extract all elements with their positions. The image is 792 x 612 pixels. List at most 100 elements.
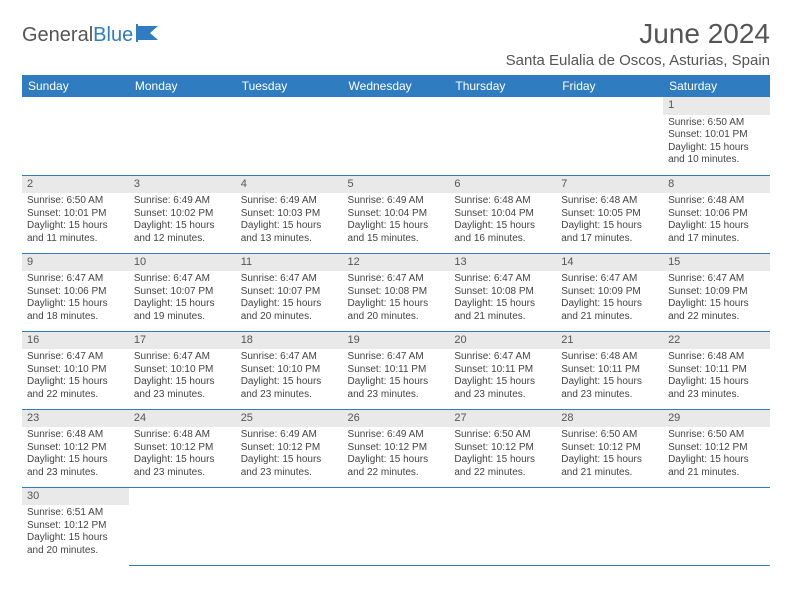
sunrise-text: Sunrise: 6:49 AM [348,429,445,442]
daylight-text: Daylight: 15 hours and 13 minutes. [241,220,338,245]
day-details: Sunrise: 6:47 AMSunset: 10:08 PMDaylight… [449,271,556,327]
daylight-text: Daylight: 15 hours and 20 minutes. [348,298,445,323]
day-details: Sunrise: 6:50 AMSunset: 10:12 PMDaylight… [449,427,556,483]
sunrise-text: Sunrise: 6:50 AM [668,429,765,442]
calendar-empty-cell [129,487,236,565]
sunset-text: Sunset: 10:12 PM [348,442,445,455]
sunset-text: Sunset: 10:03 PM [241,208,338,221]
calendar-day-cell: 29Sunrise: 6:50 AMSunset: 10:12 PMDaylig… [663,409,770,487]
day-number: 17 [129,332,236,350]
day-number: 1 [663,97,770,115]
sunset-text: Sunset: 10:01 PM [27,208,124,221]
daylight-text: Daylight: 15 hours and 23 minutes. [668,376,765,401]
calendar-empty-cell [449,487,556,565]
weekday-header: Tuesday [236,75,343,97]
sunset-text: Sunset: 10:12 PM [668,442,765,455]
day-details: Sunrise: 6:47 AMSunset: 10:09 PMDaylight… [556,271,663,327]
day-details: Sunrise: 6:47 AMSunset: 10:06 PMDaylight… [22,271,129,327]
sunset-text: Sunset: 10:07 PM [134,286,231,299]
day-details: Sunrise: 6:47 AMSunset: 10:09 PMDaylight… [663,271,770,327]
sunset-text: Sunset: 10:12 PM [134,442,231,455]
sunset-text: Sunset: 10:12 PM [27,520,124,533]
daylight-text: Daylight: 15 hours and 23 minutes. [27,454,124,479]
header: GeneralBlue June 2024 Santa Eulalia de O… [22,18,770,69]
day-number: 5 [343,176,450,194]
sunrise-text: Sunrise: 6:48 AM [134,429,231,442]
day-number: 25 [236,410,343,428]
sunset-text: Sunset: 10:10 PM [134,364,231,377]
day-number: 2 [22,176,129,194]
day-number: 14 [556,254,663,272]
sunrise-text: Sunrise: 6:47 AM [27,273,124,286]
sunrise-text: Sunrise: 6:50 AM [27,195,124,208]
calendar-week-row: 2Sunrise: 6:50 AMSunset: 10:01 PM Dayligh… [22,175,770,253]
day-number: 26 [343,410,450,428]
sunset-text: Sunset: 10:09 PM [668,286,765,299]
day-details: Sunrise: 6:47 AMSunset: 10:07 PMDaylight… [236,271,343,327]
daylight-text: Daylight: 15 hours and 20 minutes. [27,532,124,557]
calendar-empty-cell [343,97,450,175]
calendar-empty-cell [663,487,770,565]
sunrise-text: Sunrise: 6:50 AM [668,117,765,130]
day-details: Sunrise: 6:47 AMSunset: 10:11 PMDaylight… [449,349,556,405]
calendar-day-cell: 6Sunrise: 6:48 AMSunset: 10:04 PMDayligh… [449,175,556,253]
daylight-text: Daylight: 15 hours and 23 minutes. [454,376,551,401]
calendar-day-cell: 19Sunrise: 6:47 AMSunset: 10:11 PMDaylig… [343,331,450,409]
day-number: 9 [22,254,129,272]
day-details: Sunrise: 6:47 AMSunset: 10:10 PMDaylight… [129,349,236,405]
sunrise-text: Sunrise: 6:47 AM [134,351,231,364]
day-details: Sunrise: 6:48 AMSunset: 10:04 PMDaylight… [449,193,556,249]
day-details: Sunrise: 6:47 AMSunset: 10:08 PMDaylight… [343,271,450,327]
day-number: 8 [663,176,770,194]
day-number: 12 [343,254,450,272]
calendar-empty-cell [22,97,129,175]
sunset-text: Sunset: 10:09 PM [561,286,658,299]
day-details: Sunrise: 6:48 AMSunset: 10:11 PMDaylight… [663,349,770,405]
day-details: Sunrise: 6:49 AMSunset: 10:02 PMDaylight… [129,193,236,249]
sunset-text: Sunset: 10:11 PM [348,364,445,377]
day-details: Sunrise: 6:47 AMSunset: 10:10 PMDaylight… [22,349,129,405]
title-block: June 2024 Santa Eulalia de Oscos, Asturi… [506,18,770,69]
logo: GeneralBlue [22,18,160,47]
day-details: Sunrise: 6:50 AMSunset: 10:12 PMDaylight… [556,427,663,483]
daylight-text: Daylight: 15 hours and 22 minutes. [454,454,551,479]
sunrise-text: Sunrise: 6:47 AM [668,273,765,286]
weekday-header: Wednesday [343,75,450,97]
day-number: 3 [129,176,236,194]
logo-word2: Blue [93,24,133,47]
day-number: 22 [663,332,770,350]
day-details: Sunrise: 6:47 AMSunset: 10:07 PMDaylight… [129,271,236,327]
sunset-text: Sunset: 10:11 PM [561,364,658,377]
calendar-empty-cell [236,97,343,175]
sunrise-text: Sunrise: 6:48 AM [561,351,658,364]
daylight-text: Daylight: 15 hours and 20 minutes. [241,298,338,323]
calendar-table: SundayMondayTuesdayWednesdayThursdayFrid… [22,75,770,566]
logo-flag-icon [136,24,160,42]
calendar-day-cell: 20Sunrise: 6:47 AMSunset: 10:11 PMDaylig… [449,331,556,409]
day-details: Sunrise: 6:49 AMSunset: 10:03 PMDaylight… [236,193,343,249]
sunset-text: Sunset: 10:12 PM [561,442,658,455]
calendar-day-cell: 7Sunrise: 6:48 AMSunset: 10:05 PMDayligh… [556,175,663,253]
day-number: 16 [22,332,129,350]
day-number: 4 [236,176,343,194]
weekday-header: Saturday [663,75,770,97]
sunrise-text: Sunrise: 6:47 AM [561,273,658,286]
calendar-empty-cell [129,97,236,175]
weekday-header-row: SundayMondayTuesdayWednesdayThursdayFrid… [22,75,770,97]
calendar-day-cell: 11Sunrise: 6:47 AMSunset: 10:07 PMDaylig… [236,253,343,331]
calendar-day-cell: 17Sunrise: 6:47 AMSunset: 10:10 PMDaylig… [129,331,236,409]
day-number: 23 [22,410,129,428]
calendar-day-cell: 21Sunrise: 6:48 AMSunset: 10:11 PMDaylig… [556,331,663,409]
weekday-header: Friday [556,75,663,97]
day-details: Sunrise: 6:50 AMSunset: 10:12 PMDaylight… [663,427,770,483]
daylight-text: Daylight: 15 hours and 23 minutes. [348,376,445,401]
day-number: 21 [556,332,663,350]
calendar-empty-cell [556,487,663,565]
calendar-day-cell: 13Sunrise: 6:47 AMSunset: 10:08 PMDaylig… [449,253,556,331]
daylight-text: Daylight: 15 hours and 22 minutes. [348,454,445,479]
sunset-text: Sunset: 10:06 PM [668,208,765,221]
daylight-text: Daylight: 15 hours and 23 minutes. [134,376,231,401]
sunrise-text: Sunrise: 6:47 AM [241,273,338,286]
sunset-text: Sunset: 10:11 PM [668,364,765,377]
location: Santa Eulalia de Oscos, Asturias, Spain [506,52,770,69]
